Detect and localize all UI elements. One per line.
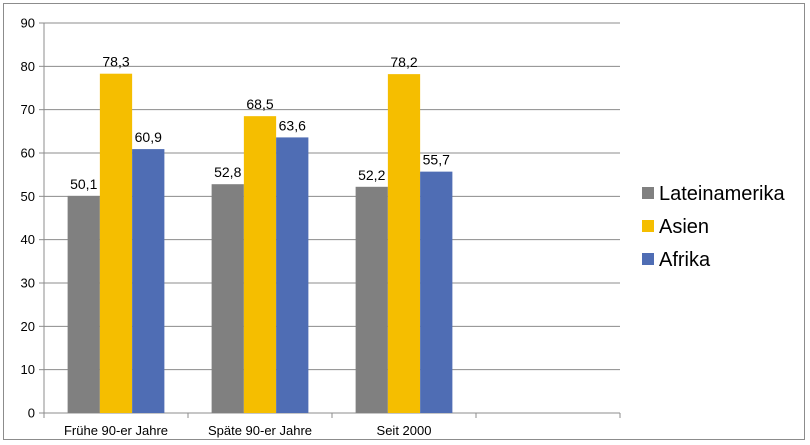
x-tick-label: Frühe 90-er Jahre (64, 423, 168, 438)
y-tick-label: 50 (21, 189, 35, 204)
bar-afrika (132, 149, 165, 413)
x-tick-label: Späte 90-er Jahre (208, 423, 312, 438)
y-tick-label: 0 (28, 406, 35, 421)
legend-swatch-afrika (642, 253, 654, 265)
y-tick-label: 30 (21, 276, 35, 291)
bar-lateinamerika (67, 195, 100, 413)
legend-label: Lateinamerika (659, 183, 786, 205)
data-label: 68,5 (246, 96, 273, 112)
y-tick-label: 60 (21, 146, 35, 161)
y-tick-label: 40 (21, 232, 35, 247)
legend-swatch-asien (642, 220, 654, 232)
y-tick-label: 10 (21, 362, 35, 377)
data-label: 52,2 (358, 167, 385, 183)
data-label: 78,3 (102, 54, 129, 70)
bar-afrika (420, 171, 453, 413)
bar-asien (243, 116, 277, 414)
bar-asien (387, 74, 421, 413)
y-tick-label: 80 (21, 59, 35, 74)
data-label: 52,8 (214, 164, 241, 180)
legend-swatch-lateinamerika (642, 187, 654, 199)
bar-lateinamerika (211, 184, 244, 413)
y-tick-label: 90 (21, 16, 35, 31)
x-tick-label: Seit 2000 (377, 423, 432, 438)
data-label: 50,1 (70, 176, 97, 192)
legend-label: Asien (659, 216, 709, 238)
y-tick-label: 70 (21, 102, 35, 117)
data-label: 63,6 (279, 117, 306, 133)
bar-afrika (276, 137, 309, 413)
legend-label: Afrika (659, 249, 711, 271)
bar-asien (99, 73, 133, 413)
y-tick-label: 20 (21, 319, 35, 334)
data-label: 60,9 (135, 129, 162, 145)
data-label: 78,2 (390, 54, 417, 70)
data-label: 55,7 (423, 152, 450, 168)
bar-lateinamerika (355, 186, 388, 413)
